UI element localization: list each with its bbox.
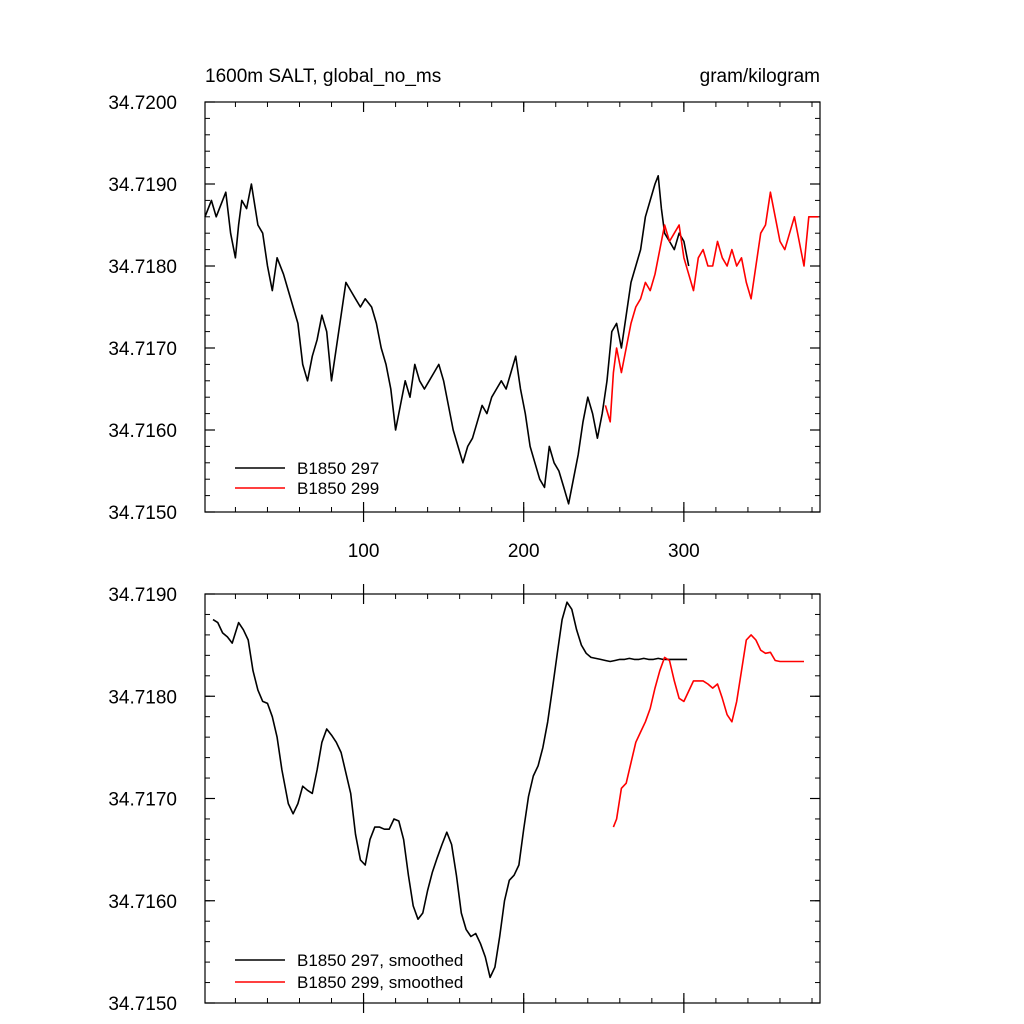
bottom-panel: 34.7150 34.7160 34.7170 34.7180 34.7190 B185… <box>108 584 821 1015</box>
y-tick-label: 34.7160 <box>108 421 177 442</box>
y-tick-label: 34.7190 <box>108 175 177 196</box>
title-right: gram/kilogram <box>700 66 820 87</box>
legend-label: B1850 297 <box>297 459 379 478</box>
y-tick-label: 34.7150 <box>108 994 177 1015</box>
y-tick-label: 34.7150 <box>108 503 177 524</box>
y-tick-label: 34.7180 <box>108 687 177 708</box>
x-tick-label: 300 <box>668 541 700 562</box>
legend-label: B1850 299, smoothed <box>297 973 463 992</box>
x-tick-label: 100 <box>348 541 380 562</box>
x-tick-label: 200 <box>508 541 540 562</box>
y-tick-label: 34.7180 <box>108 257 177 278</box>
title-left: 1600m SALT, global_no_ms <box>205 66 441 87</box>
legend-label: B1850 297, smoothed <box>297 951 463 970</box>
y-tick-label: 34.7190 <box>108 585 177 606</box>
y-tick-label: 34.7160 <box>108 892 177 913</box>
top-panel: 1600m SALT, global_no_ms gram/kilogram 3… <box>108 66 821 562</box>
y-tick-label: 34.7200 <box>108 93 177 114</box>
plot-frame <box>204 101 821 513</box>
series-line-1 <box>212 601 688 979</box>
series-line-2 <box>604 191 819 423</box>
y-tick-label: 34.7170 <box>108 339 177 360</box>
y-tick-label: 34.7170 <box>108 790 177 811</box>
series-line-2 <box>612 634 804 828</box>
series-line-1 <box>204 175 690 505</box>
legend-label: B1850 299 <box>297 479 379 498</box>
plot-frame <box>204 593 821 1004</box>
